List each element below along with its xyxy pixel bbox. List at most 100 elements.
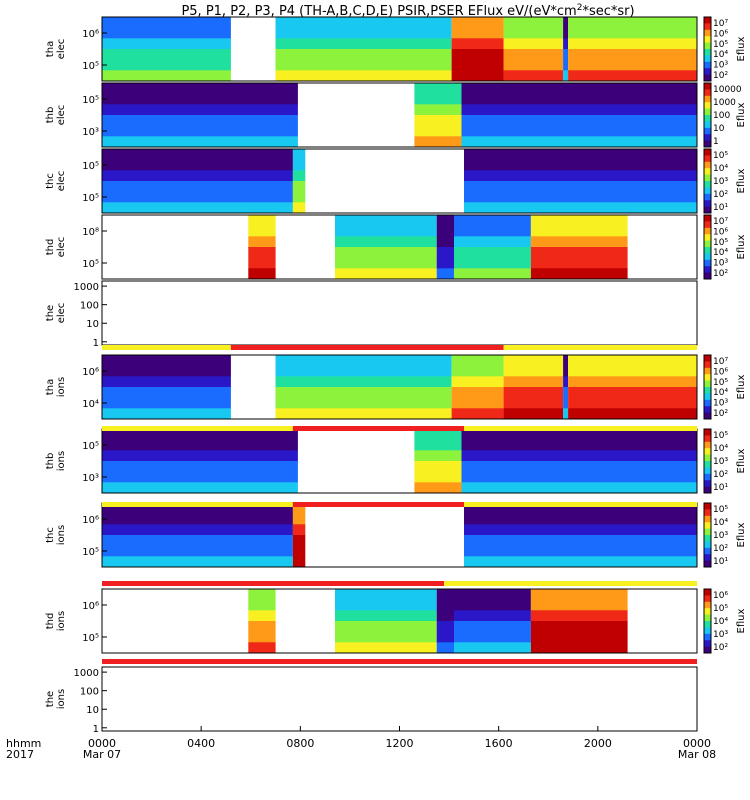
spectrogram-segment: [414, 125, 462, 137]
spectrogram-segment: [275, 70, 452, 82]
spectrogram-segment: [503, 365, 564, 377]
spectrogram-segment: [530, 642, 628, 654]
spectrogram-segment: [464, 181, 697, 193]
y-tick-label: 10⁵: [82, 193, 99, 204]
x-year-label: 2017: [6, 748, 34, 761]
spectrogram-segment: [461, 115, 697, 127]
spectrogram-segment: [568, 49, 697, 61]
spectrogram-segment: [248, 215, 276, 227]
spectrogram-segment: [464, 202, 697, 214]
spectrogram-segment: [292, 513, 306, 525]
spectrogram-segment: [464, 159, 697, 171]
spectrogram-segment: [102, 556, 293, 568]
colorbar-cell: [704, 614, 711, 622]
colorbar-cell: [704, 83, 711, 90]
spectrogram-segment: [503, 408, 564, 420]
spectrogram-segment: [503, 397, 564, 409]
y-tick-label: 10: [86, 705, 99, 716]
colorbar-cell: [704, 412, 711, 420]
spectrogram-segment: [292, 202, 306, 214]
colorbar-label: Eflux: [736, 522, 747, 547]
spectrogram-segment: [454, 247, 531, 259]
colorbar-frame: [703, 428, 712, 494]
colorbar-label: Eflux: [736, 608, 747, 633]
panel-the-elec: theelec 1000 100 10 1: [45, 280, 698, 349]
spectrogram-segment: [568, 59, 697, 71]
panel-frame: [101, 148, 698, 214]
spectrogram-segment: [436, 257, 455, 269]
colorbar-tick-label: 10³: [713, 61, 728, 71]
x-time-label: hhmm: [6, 737, 41, 750]
spectrogram-segment: [451, 70, 504, 82]
colorbar-tick-label: 10⁵: [713, 378, 728, 388]
colorbar-tick-label: 1000: [713, 98, 736, 108]
mode-bar-segment: [102, 426, 293, 431]
colorbar-cell: [704, 528, 711, 536]
colorbar-cell: [704, 181, 711, 188]
spectrogram-segment: [275, 355, 452, 367]
spectrogram-segment: [248, 631, 276, 643]
y-tick-label: 10: [86, 319, 99, 330]
colorbar-cell: [704, 361, 711, 369]
y-tick-label: 10⁵: [82, 95, 99, 106]
colorbar-cell: [704, 509, 711, 517]
spectrogram-segment: [335, 225, 437, 237]
colorbar-tick-label: 10³: [713, 457, 728, 467]
colorbar-tick-label: 10⁵: [713, 40, 728, 50]
spectrogram-segment: [454, 610, 531, 622]
colorbar-tick-label: 10²: [713, 269, 728, 279]
colorbar-tick-label: 10⁵: [713, 151, 728, 161]
panel-thd-ions: thdions 10⁶ 10⁵ 10⁶ 10⁵ 10⁴ 10³ 10² Eflux: [45, 588, 747, 654]
y-tick-label: 100: [80, 687, 99, 698]
spectrogram-segment: [451, 397, 504, 409]
spectrogram-segment: [335, 599, 437, 611]
spectrogram-segment: [563, 355, 569, 367]
spectrogram-segment: [503, 355, 564, 367]
colorbar-cell: [704, 522, 711, 530]
spectrogram-segment: [563, 408, 569, 420]
spectrogram-segment: [102, 408, 231, 420]
x-tick-label: 1600: [485, 737, 513, 750]
colorbar-tick-label: 10²: [713, 190, 728, 200]
colorbar-cell: [704, 193, 711, 201]
spectrogram-segment: [102, 355, 231, 367]
spectrogram-segment: [275, 17, 452, 29]
colorbar-tick-label: 10²: [713, 643, 728, 653]
spectrogram-segment: [464, 149, 697, 161]
colorbar-tick-label: 10⁷: [713, 19, 728, 29]
colorbar-cell: [704, 240, 711, 248]
colorbar-tick-label: 10⁶: [713, 29, 728, 39]
spectrogram-segment: [530, 257, 628, 269]
spectrogram-segment: [530, 631, 628, 643]
spectrogram-segment: [461, 471, 697, 483]
colorbar-tick-label: 10³: [713, 630, 728, 640]
spectrogram-segment: [335, 621, 437, 633]
panel-label: thdions: [45, 611, 67, 631]
y-tick-label: 1: [93, 724, 99, 735]
panel-label: thcions: [45, 525, 67, 545]
spectrogram-segment: [451, 365, 504, 377]
spectrogram-segment: [454, 236, 531, 248]
spectrogram-segment: [461, 439, 697, 451]
spectrogram-segment: [275, 376, 452, 388]
spectrogram-segment: [335, 236, 437, 248]
x-tick-label: 0800: [286, 737, 314, 750]
colorbar-tick-label: 10⁵: [713, 604, 728, 614]
spectrogram-segment: [568, 17, 697, 29]
colorbar-tick-label: 10³: [713, 177, 728, 187]
colorbar-tick-label: 10⁴: [713, 617, 728, 627]
spectrogram-segment: [414, 93, 462, 105]
spectrogram-segment: [530, 589, 628, 601]
colorbar-tick-label: 10⁴: [713, 388, 728, 398]
spectrogram-segment: [275, 408, 452, 420]
colorbar-cell: [704, 127, 711, 135]
spectrogram-segment: [292, 159, 306, 171]
colorbar-cell: [704, 55, 711, 63]
mode-bar-segment: [503, 345, 697, 350]
colorbar-cell: [704, 387, 711, 394]
spectrogram-segment: [436, 631, 455, 643]
spectrogram-segment: [102, 170, 293, 182]
spectrogram-segment: [414, 429, 462, 441]
panel-thc-ions: thcions 10⁶ 10⁵ 10⁵ 10⁴ 10³ 10² 10¹ Eflux: [45, 502, 747, 568]
spectrogram-segment: [436, 215, 455, 227]
